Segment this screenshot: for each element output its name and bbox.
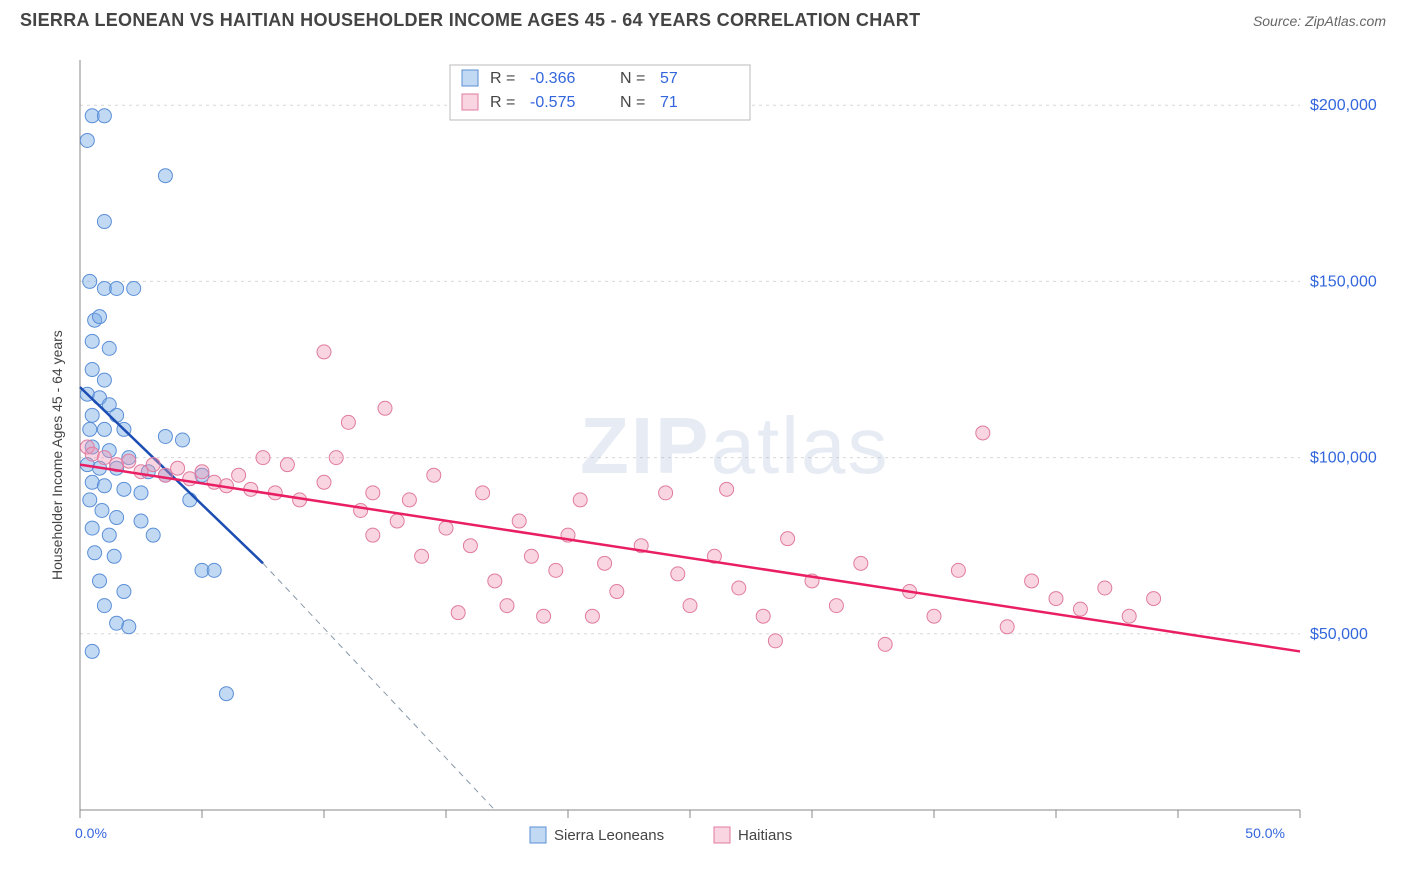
- svg-text:-0.366: -0.366: [530, 70, 575, 87]
- scatter-chart: $50,000 $100,000 $150,000 $200,000 0.0% 50.0%…: [50, 50, 1386, 860]
- source-label: Source:: [1253, 13, 1301, 29]
- svg-text:50.0%: 50.0%: [1245, 825, 1285, 841]
- title-bar: SIERRA LEONEAN VS HAITIAN HOUSEHOLDER IN…: [0, 0, 1406, 36]
- svg-text:R =: R =: [490, 94, 515, 111]
- svg-text:$50,000: $50,000: [1310, 626, 1368, 643]
- svg-text:N =: N =: [620, 70, 645, 87]
- svg-text:$150,000: $150,000: [1310, 273, 1377, 290]
- chart-area: $50,000 $100,000 $150,000 $200,000 0.0% 50.0%…: [50, 50, 1386, 860]
- svg-text:0.0%: 0.0%: [75, 825, 107, 841]
- source: Source: ZipAtlas.com: [1253, 13, 1386, 29]
- svg-text:-0.575: -0.575: [530, 94, 575, 111]
- svg-text:Haitians: Haitians: [738, 827, 792, 844]
- svg-text:$200,000: $200,000: [1310, 97, 1377, 114]
- svg-text:$100,000: $100,000: [1310, 450, 1377, 467]
- chart-title: SIERRA LEONEAN VS HAITIAN HOUSEHOLDER IN…: [20, 10, 920, 31]
- svg-text:71: 71: [660, 94, 678, 111]
- svg-text:57: 57: [660, 70, 678, 87]
- svg-text:Householder Income Ages 45 - 6: Householder Income Ages 45 - 64 years: [50, 330, 65, 580]
- svg-text:Sierra Leoneans: Sierra Leoneans: [554, 827, 664, 844]
- source-value: ZipAtlas.com: [1305, 13, 1386, 29]
- svg-text:R =: R =: [490, 70, 515, 87]
- svg-text:N =: N =: [620, 94, 645, 111]
